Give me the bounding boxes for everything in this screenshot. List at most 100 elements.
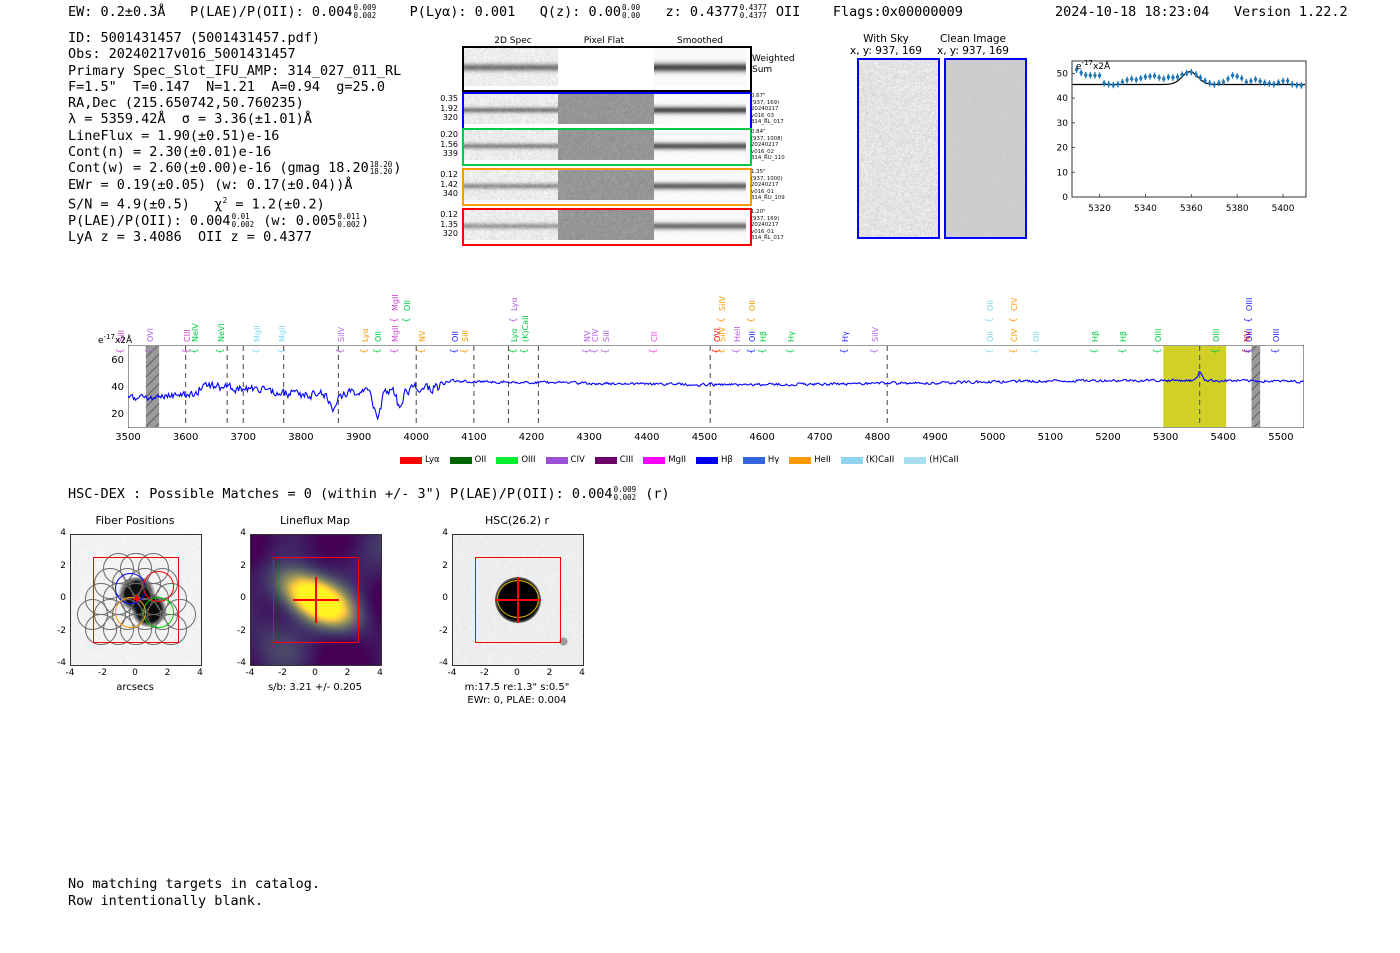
fiber-row-1[interactable] [462,128,752,166]
emission-brace-upper-2: { [747,317,757,323]
cutout-panel-0[interactable] [70,534,202,666]
fullspec-yaxis-unit: e-17x2Å [98,333,132,346]
header-qz-label: Q(z): [539,4,581,20]
header-plae-sup: 0.009 [353,3,377,13]
weighted-sum-label: Weighted Sum [752,54,795,75]
emission-brace-14: { [509,348,519,354]
xtick-2-3: 2 [546,668,553,678]
emission-label-OII: OII [748,330,757,342]
unit-post: x2Å [114,336,133,346]
fiber-row-right-label: 1.20" [751,209,766,215]
clean-image-coords: x, y: 937, 169 [937,45,1009,57]
emission-label-NV: NV [418,330,427,342]
emission-brace-0: { [116,348,126,354]
header-qz-value: 0.00 [588,4,622,20]
xtick-0-2: 0 [132,668,138,678]
line-fit-plot[interactable]: 0 10 20 30 40 50 5320 5340 5360 5380 5400 e-17x2Å [1040,55,1310,219]
emission-brace-10: { [390,348,400,354]
emission-label-OIII: OIII [1245,328,1254,342]
svg-text:5400: 5400 [1272,204,1295,214]
fiber-row-right-label: 20240217 [751,106,779,113]
xtick-1-2: 0 [312,668,318,678]
spec2d-col-title-1: Pixel Flat [583,36,625,46]
weighted-sum-panel[interactable] [462,46,752,92]
emission-brace-36: { [1244,348,1254,354]
ytick-0-0: -4 [57,658,66,668]
clean-image-cutout[interactable] [944,58,1027,239]
emission-label-SiIV: SiIV [337,326,346,342]
header-qz-sub: 0.00 [622,11,641,20]
emission-label-OIII: OIII [1154,328,1163,342]
fullspec-ytick: 20 [111,408,124,420]
emission-brace-upper-4: { [1244,317,1254,323]
emission-brace-8: { [360,348,370,354]
weighted-sum-images [464,48,750,90]
legend-label: Hβ [721,455,733,465]
xtick-1-1: -2 [278,668,287,678]
info-radec: RA,Dec (215.650742,50.760235) [68,95,304,112]
fiber-row-left-label: 339 [442,149,458,158]
ytick-1-2: 0 [240,593,246,603]
info-cont-w: Cont(w) = 2.60(±0.00)e-16 (gmag 18.2018.… [68,159,402,177]
header-plae-sub: 0.002 [353,11,377,20]
spectrum-legend: Lyα OII OIII CIV CIII MgII Hβ Hγ HeII (K)CaII (H)C… [400,455,958,465]
emission-brace-12: { [450,348,460,354]
legend-label: Lyα [425,455,440,465]
with-sky-cutout[interactable] [857,58,940,239]
fullspec-xtick: 3800 [288,432,314,443]
fiber-row-right-label: 314_RL_017 [751,235,784,242]
cutout-panel-2[interactable] [452,534,584,666]
fullspec-xtick: 5500 [1268,432,1294,443]
full-spectrum-plot[interactable] [127,344,1305,429]
fiber-row-right-label: 0.67" [751,93,766,99]
ytick-2-0: -4 [439,658,448,668]
crosshair-v [517,577,519,623]
spec2d-col-title-2: Smoothed [677,36,723,46]
fiber-row-right-label: 1.35" [751,169,766,175]
fiber-row-2[interactable] [462,168,752,206]
xtick-2-4: 4 [579,668,585,678]
ytick-0-4: 4 [60,528,66,538]
legend-swatch [496,456,519,464]
svg-text:30: 30 [1057,119,1069,129]
svg-text:40: 40 [1057,94,1069,104]
legend-label: HeII [814,455,831,465]
ytick-2-1: -2 [439,625,448,636]
emission-label-KCaII: (K)CaII [521,315,530,342]
panel-caption-1: s/b: 3.21 +/- 0.205 [267,682,363,693]
weighted-sum-label-line: Sum [752,64,773,75]
emission-brace-31: { [1090,348,1100,354]
header-flags: Flags:0x00000009 [832,4,963,20]
fiber-row-right-labels-3: 1.20" (937, 169) 20240217 v016_01 314_RL_017 [751,209,799,242]
hscdex-summary-line: HSC-DEX : Possible Matches = 0 (within +… [68,485,670,502]
emission-brace-7: { [336,348,346,354]
fiber-row-left-labels-2: 0.12 1.42 340 [430,170,458,199]
fiber-row-0[interactable] [462,92,752,130]
emission-label-OII: OII [986,330,995,342]
fiber-row-3[interactable] [462,208,752,246]
emission-label-upper-CIV: CIV [1010,297,1019,311]
svg-text:5320: 5320 [1088,204,1111,214]
xtick-0-3: 2 [164,668,171,678]
cutout-panel-1[interactable] [250,534,382,666]
fiber-row-right-label: 20240217 [751,222,779,229]
fullspec-xtick: 4400 [634,432,660,443]
emission-label-SiII: SiII [602,329,611,342]
svg-text:50: 50 [1057,69,1069,79]
legend-swatch [449,456,472,464]
fiber-row-left-label: 1.56 [440,139,458,149]
emission-brace-upper-6: { [1009,317,1019,323]
svg-text:10: 10 [1057,168,1069,178]
legend-swatch [545,456,568,464]
legend-item-HCaII: (H)CaII [904,455,958,465]
fullspec-xtick: 4800 [864,432,891,443]
ytick-0-1: -2 [57,625,66,636]
legend-label: MgII [668,455,687,465]
header-plae-value: 0.004 [311,4,353,20]
crosshair-v [315,577,317,623]
xtick-0-4: 4 [197,668,203,678]
fullspec-xtick: 5100 [1037,432,1064,443]
xtick-0-0: -4 [65,668,75,678]
info-cont-n: Cont(n) = 2.30(±0.01)e-16 [68,144,272,161]
header-z-sub: 0.4377 [739,11,767,20]
